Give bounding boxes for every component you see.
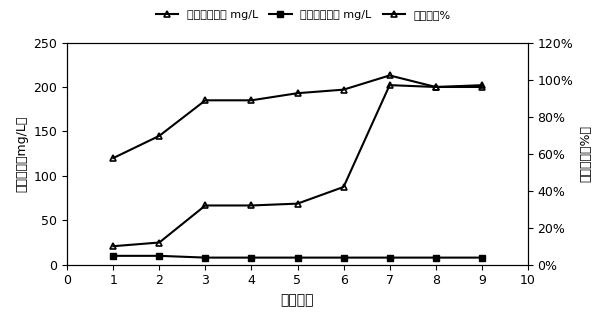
出水吱哚浓度 mg/L [155, 254, 163, 258]
进水吱哚浓度 mg/L [110, 156, 117, 160]
出水吱哚浓度 mg/L [110, 254, 117, 258]
进水吱哚浓度 mg/L [248, 99, 255, 102]
降解效率% [386, 83, 393, 87]
出水吱哚浓度 mg/L [248, 256, 255, 260]
进水吱哚浓度 mg/L [294, 91, 301, 95]
降解效率% [202, 204, 209, 207]
X-axis label: 驯化次数: 驯化次数 [281, 293, 314, 307]
Line: 进水吱哚浓度 mg/L: 进水吱哚浓度 mg/L [110, 72, 485, 162]
降解效率% [340, 185, 347, 189]
降解效率% [478, 85, 486, 89]
Line: 出水吱哚浓度 mg/L: 出水吱哚浓度 mg/L [110, 252, 485, 261]
进水吱哚浓度 mg/L [478, 83, 486, 87]
出水吱哚浓度 mg/L [294, 256, 301, 260]
降解效率% [110, 244, 117, 248]
出水吱哚浓度 mg/L [202, 256, 209, 260]
进水吱哚浓度 mg/L [432, 85, 439, 89]
降解效率% [155, 241, 163, 244]
降解效率% [248, 204, 255, 207]
Legend: 进水吱哚浓度 mg/L, 出水吱哚浓度 mg/L, 降解效率%: 进水吱哚浓度 mg/L, 出水吱哚浓度 mg/L, 降解效率% [152, 5, 455, 24]
进水吱哚浓度 mg/L [340, 88, 347, 91]
Line: 降解效率%: 降解效率% [110, 82, 485, 250]
出水吱哚浓度 mg/L [432, 256, 439, 260]
进水吱哚浓度 mg/L [386, 73, 393, 77]
降解效率% [432, 85, 439, 89]
出水吱哚浓度 mg/L [340, 256, 347, 260]
出水吱哚浓度 mg/L [386, 256, 393, 260]
Y-axis label: 降解效率（%）: 降解效率（%） [579, 125, 592, 182]
出水吱哚浓度 mg/L [478, 256, 486, 260]
降解效率% [294, 202, 301, 205]
进水吱哚浓度 mg/L [202, 99, 209, 102]
Y-axis label: 吱哚浓度（mg/L）: 吱哚浓度（mg/L） [15, 116, 28, 192]
进水吱哚浓度 mg/L [155, 134, 163, 138]
